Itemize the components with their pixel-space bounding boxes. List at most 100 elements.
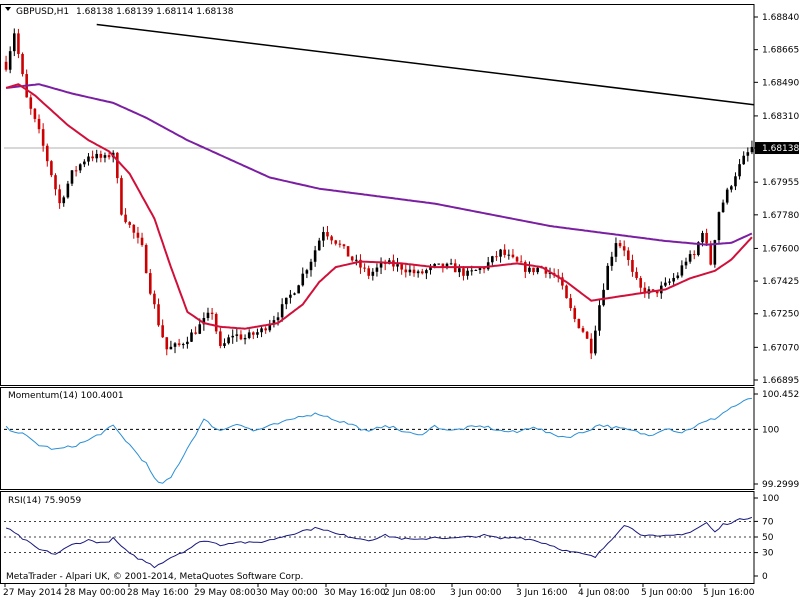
- candle: [169, 340, 173, 350]
- candle-body: [181, 344, 185, 346]
- candle-body: [730, 186, 733, 190]
- candle-body: [433, 263, 436, 267]
- symbol-dropdown-icon[interactable]: [5, 7, 11, 11]
- candle: [157, 298, 160, 327]
- candle: [676, 272, 680, 280]
- candle-body: [651, 289, 655, 291]
- candle: [338, 240, 342, 248]
- candle-body: [396, 264, 399, 267]
- candle: [396, 257, 399, 272]
- candle-body: [548, 272, 552, 274]
- candle: [140, 232, 144, 247]
- price-tick-label: 1.68840: [762, 13, 799, 23]
- trend-line[interactable]: [96, 23, 755, 106]
- candle: [70, 169, 74, 187]
- rsi-tick-label: 70: [762, 517, 774, 527]
- candle-body: [713, 240, 717, 265]
- candle-body: [532, 267, 535, 273]
- candle-body: [692, 254, 696, 256]
- time-tick-label: 30 May 16:00: [324, 588, 386, 598]
- candle-body: [309, 261, 313, 271]
- candle: [408, 265, 412, 276]
- candle: [235, 328, 239, 342]
- candle: [688, 250, 692, 264]
- candle-body: [610, 256, 614, 266]
- candle-body: [83, 161, 86, 165]
- candle: [684, 257, 688, 269]
- candle-body: [128, 222, 131, 225]
- momentum-tick-label: 100: [762, 425, 779, 435]
- candle-body: [276, 317, 280, 321]
- candle-body: [614, 243, 618, 257]
- momentum-tick-label: 99.2999: [762, 480, 799, 490]
- candle: [602, 283, 605, 307]
- candle: [66, 180, 70, 199]
- time-tick-label: 27 May 2014: [3, 588, 62, 598]
- candle: [17, 28, 20, 59]
- candle: [173, 342, 177, 354]
- candle-body: [334, 240, 338, 244]
- rsi-panel[interactable]: [0, 491, 755, 584]
- candle: [536, 266, 539, 275]
- candle-body: [589, 338, 593, 354]
- candle: [95, 149, 99, 163]
- candle: [87, 153, 90, 166]
- sma-slow-line: [6, 83, 753, 246]
- candle-body: [272, 320, 276, 325]
- candle: [622, 240, 626, 257]
- candle-body: [676, 275, 680, 278]
- candle-body: [359, 259, 362, 268]
- candle-body: [256, 332, 259, 335]
- candle: [210, 307, 214, 320]
- candle: [627, 247, 630, 266]
- candle-body: [78, 164, 82, 171]
- candle: [672, 273, 675, 285]
- candle: [404, 263, 408, 278]
- candle-body: [70, 170, 74, 184]
- candle-body: [519, 261, 523, 263]
- candle: [136, 226, 140, 244]
- candle: [268, 319, 272, 333]
- candle: [420, 268, 424, 275]
- momentum-panel[interactable]: [0, 387, 755, 490]
- candle: [45, 143, 49, 167]
- candle-body: [202, 317, 206, 325]
- candle-body: [474, 270, 478, 272]
- candle: [614, 237, 618, 263]
- price-tick-label: 1.67250: [762, 310, 799, 320]
- candle: [359, 254, 362, 274]
- time-tick-label: 28 May 00:00: [64, 588, 126, 598]
- candle-body: [371, 271, 375, 276]
- price-tick-label: 1.66895: [762, 376, 799, 386]
- candle: [231, 329, 235, 344]
- candle-body: [404, 269, 408, 273]
- candle: [738, 159, 741, 180]
- candle: [247, 329, 251, 340]
- candle: [74, 165, 78, 177]
- price-tick-label: 1.68490: [762, 78, 799, 88]
- candle-body: [680, 265, 684, 276]
- candle-body: [717, 212, 721, 241]
- candle: [326, 225, 329, 240]
- candle-body: [585, 331, 589, 339]
- time-tick-label: 3 Jun 16:00: [516, 588, 568, 598]
- candle-body: [437, 263, 441, 265]
- time-tick-label: 30 May 00:00: [256, 588, 318, 598]
- candle: [124, 208, 127, 224]
- candle: [721, 199, 725, 213]
- candle: [99, 150, 103, 163]
- candle-body: [639, 278, 642, 288]
- rsi-label: RSI(14) 75.9059: [8, 496, 81, 506]
- candle-body: [326, 232, 329, 237]
- time-tick-label: 4 Jun 08:00: [578, 588, 630, 598]
- candle: [317, 237, 321, 251]
- price-panel[interactable]: [0, 4, 755, 386]
- candle: [462, 266, 465, 281]
- candle-body: [503, 249, 506, 255]
- price-tick-label: 1.67425: [762, 277, 799, 287]
- candle-body: [511, 254, 515, 258]
- candle: [239, 330, 243, 341]
- candle-body: [45, 145, 49, 162]
- candle: [54, 173, 57, 196]
